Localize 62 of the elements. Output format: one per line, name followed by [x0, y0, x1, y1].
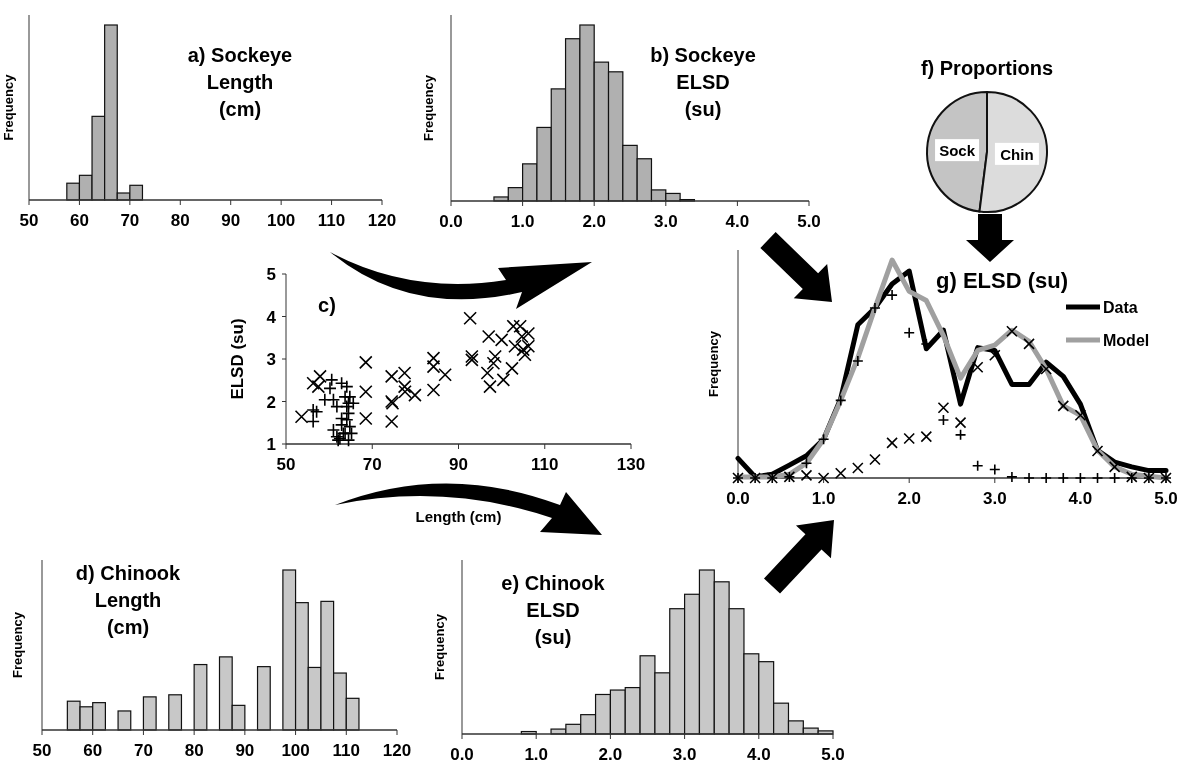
x-tick-label: 1.0 — [524, 745, 549, 764]
x-tick-label: 90 — [235, 741, 255, 760]
y-axis-title: Frequency — [706, 330, 721, 397]
x-tick-label: 130 — [616, 455, 646, 474]
x-tick-label: 3.0 — [982, 489, 1007, 508]
y-tick-label: 4 — [266, 307, 277, 327]
x-tick-label: 5.0 — [797, 212, 821, 231]
x-tick-label: 5.0 — [821, 745, 845, 764]
x-axis-title: Length (cm) — [415, 508, 502, 525]
x-tick-label: 0.0 — [439, 212, 463, 231]
text: a) Sockeye Length (cm) — [187, 44, 293, 120]
x-tick-label: 3.0 — [653, 212, 678, 231]
x-tick-label: 50 — [32, 741, 52, 760]
x-tick-label: 5.0 — [1154, 489, 1178, 508]
x-tick-label: 80 — [184, 741, 204, 760]
text: b) Sockeye ELSD (su) — [650, 44, 756, 120]
y-axis-title: Frequency — [10, 611, 25, 678]
x-tick-label: 110 — [531, 455, 559, 474]
y-tick-label: 3 — [266, 350, 276, 369]
x-tick-label: 100 — [266, 211, 296, 230]
chart-title: f) Proportions — [920, 57, 1054, 79]
x-tick-label: 80 — [170, 211, 190, 230]
x-tick-label: 120 — [382, 741, 412, 760]
x-tick-label: 2.0 — [598, 745, 623, 764]
y-axis-title: ELSD (su) — [228, 318, 247, 400]
x-tick-label: 110 — [317, 211, 346, 230]
y-axis-title: Frequency — [421, 74, 436, 141]
x-tick-label: 2.0 — [582, 212, 607, 231]
text: c) — [318, 294, 336, 316]
x-tick-label: 1.0 — [811, 489, 836, 508]
x-tick-label: 1.0 — [510, 212, 535, 231]
x-tick-label: 4.0 — [746, 745, 771, 764]
y-tick-label: 5 — [266, 265, 276, 284]
x-tick-label: 90 — [221, 211, 241, 230]
x-tick-label: 4.0 — [1068, 489, 1093, 508]
x-tick-label: 0.0 — [450, 745, 474, 764]
x-tick-label: 70 — [362, 455, 382, 474]
y-tick-label: 2 — [266, 392, 276, 412]
x-tick-label: 90 — [449, 455, 468, 474]
y-axis-title: Frequency — [432, 613, 447, 680]
x-tick-label: 70 — [120, 211, 140, 230]
y-tick-label: 1 — [266, 435, 276, 454]
text: e) Chinook ELSD (su) — [501, 572, 606, 648]
x-tick-label: 60 — [83, 741, 103, 760]
slice-label: Sock — [939, 142, 976, 160]
x-tick-label: 0.0 — [726, 489, 750, 508]
x-tick-label: 100 — [281, 741, 310, 760]
text: d) Chinook Length (cm) — [75, 562, 182, 638]
x-tick-label: 3.0 — [672, 745, 697, 764]
x-tick-label: 70 — [133, 741, 153, 760]
x-tick-label: 4.0 — [725, 212, 750, 231]
y-axis-title: Frequency — [1, 73, 16, 141]
x-tick-label: 110 — [332, 741, 360, 760]
legend-label: Data — [1103, 299, 1138, 316]
legend-label: Model — [1103, 332, 1150, 349]
x-tick-label: 50 — [276, 455, 296, 474]
chart-title: g) ELSD (su) — [936, 268, 1068, 293]
x-tick-label: 2.0 — [897, 489, 922, 508]
x-tick-label: 50 — [19, 211, 39, 230]
x-tick-label: 60 — [69, 211, 89, 230]
x-tick-label: 120 — [367, 211, 397, 230]
slice-label: Chin — [1000, 145, 1034, 163]
